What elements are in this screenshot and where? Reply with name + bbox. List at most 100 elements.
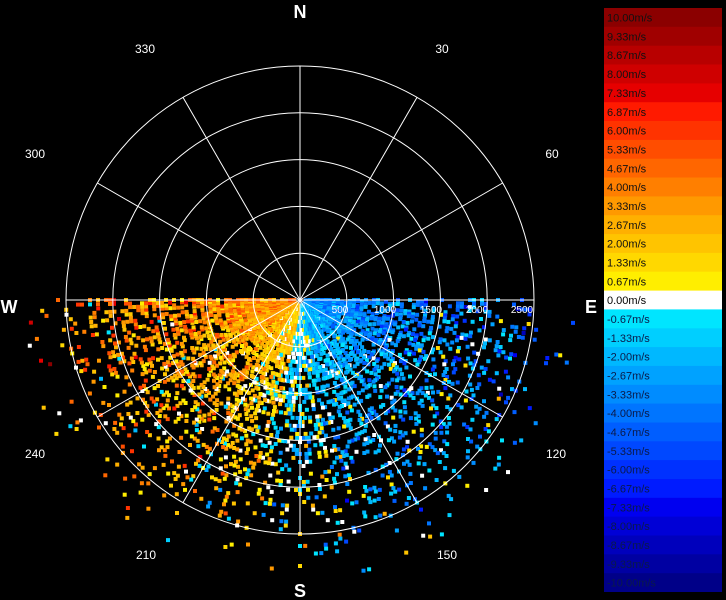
velocity-cell	[452, 330, 457, 335]
velocity-cell	[434, 406, 439, 411]
velocity-cell	[164, 312, 169, 316]
velocity-cell	[291, 407, 296, 412]
velocity-cell	[264, 298, 268, 303]
velocity-cell	[402, 461, 406, 466]
velocity-cell	[133, 318, 138, 323]
velocity-cell	[329, 369, 334, 374]
velocity-cell	[356, 390, 361, 395]
velocity-cell	[244, 412, 249, 416]
velocity-cell	[319, 351, 324, 356]
velocity-cell	[315, 418, 320, 423]
velocity-cell	[287, 399, 292, 404]
velocity-cell	[445, 442, 450, 447]
velocity-cell	[405, 320, 410, 325]
velocity-cell	[289, 379, 294, 384]
velocity-cell	[480, 301, 484, 306]
velocity-cell	[273, 332, 278, 336]
velocity-cell	[74, 331, 79, 335]
velocity-cell	[459, 335, 464, 340]
velocity-cell	[294, 371, 299, 376]
velocity-cell	[39, 358, 43, 363]
velocity-cell	[356, 350, 360, 355]
velocity-cell	[367, 378, 372, 383]
velocity-cell	[332, 389, 337, 394]
velocity-cell	[387, 461, 392, 465]
velocity-cell	[224, 305, 229, 310]
velocity-cell	[429, 406, 433, 411]
velocity-cell	[397, 487, 402, 492]
velocity-cell	[254, 385, 259, 390]
velocity-cell	[161, 392, 166, 397]
velocity-cell	[76, 302, 80, 307]
velocity-cell	[332, 402, 336, 407]
velocity-cell	[443, 310, 448, 315]
velocity-cell	[156, 384, 160, 388]
velocity-cell	[404, 325, 409, 330]
velocity-cell	[422, 462, 427, 467]
velocity-cell	[421, 533, 426, 538]
velocity-cell	[263, 501, 268, 506]
velocity-cell	[393, 343, 398, 348]
velocity-cell	[420, 391, 425, 396]
velocity-cell	[273, 359, 278, 364]
velocity-cell	[244, 451, 249, 455]
velocity-cell	[456, 301, 460, 306]
velocity-cell	[175, 340, 180, 345]
velocity-cell	[394, 385, 399, 389]
velocity-cell	[475, 309, 480, 314]
velocity-cell	[301, 480, 306, 484]
velocity-cell	[338, 307, 343, 312]
velocity-cell	[354, 449, 359, 454]
velocity-cell	[405, 459, 410, 464]
velocity-cell	[448, 393, 453, 398]
velocity-cell	[439, 425, 444, 430]
velocity-cell	[192, 420, 197, 425]
velocity-cell	[200, 327, 205, 332]
velocity-cell	[178, 401, 183, 406]
velocity-cell	[202, 343, 207, 348]
velocity-cell	[232, 381, 237, 386]
velocity-cell	[413, 358, 418, 363]
velocity-cell	[347, 439, 352, 444]
velocity-cell	[358, 413, 363, 418]
velocity-cell	[350, 312, 354, 317]
velocity-cell	[465, 344, 470, 349]
velocity-cell	[446, 416, 451, 420]
velocity-cell	[237, 340, 242, 345]
velocity-cell	[463, 398, 468, 403]
velocity-cell	[190, 320, 195, 325]
velocity-cell	[192, 350, 197, 355]
velocity-cell	[381, 331, 386, 336]
velocity-cell	[340, 399, 345, 404]
velocity-cell	[251, 350, 256, 354]
velocity-cell	[512, 410, 517, 415]
velocity-cell	[316, 365, 321, 370]
velocity-cell	[356, 436, 361, 441]
velocity-cell	[402, 361, 407, 366]
velocity-cell	[317, 398, 322, 403]
velocity-cell	[140, 301, 144, 306]
velocity-cell	[261, 512, 266, 517]
velocity-cell	[298, 564, 302, 568]
velocity-cell	[157, 448, 161, 453]
velocity-cell	[289, 367, 294, 372]
velocity-cell	[341, 454, 346, 458]
velocity-cell	[483, 341, 487, 346]
velocity-cell	[197, 330, 202, 335]
compass-north: N	[294, 2, 307, 22]
velocity-cell	[471, 393, 476, 398]
velocity-cell	[313, 423, 318, 427]
colorbar-label: 5.33m/s	[607, 144, 647, 156]
velocity-cell	[254, 352, 259, 357]
velocity-cell	[152, 370, 157, 374]
velocity-cell	[173, 373, 178, 378]
velocity-cell	[279, 519, 284, 524]
velocity-cell	[243, 334, 247, 339]
velocity-cell	[236, 519, 241, 524]
colorbar-swatch	[604, 158, 722, 178]
velocity-cell	[433, 448, 438, 453]
velocity-cell	[344, 539, 349, 544]
velocity-cell	[335, 336, 340, 341]
velocity-cell	[415, 344, 420, 349]
velocity-cell	[508, 338, 513, 343]
